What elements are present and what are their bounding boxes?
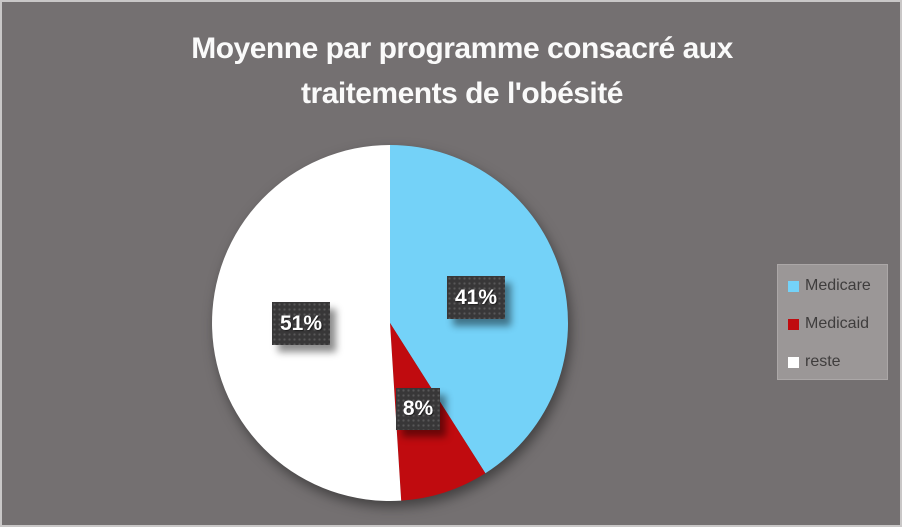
legend-label-medicare: Medicare	[805, 277, 871, 294]
legend-label-reste: reste	[805, 353, 841, 370]
chart-legend[interactable]: Medicare Medicaid reste	[777, 264, 888, 380]
data-label-medicaid[interactable]: 8%	[396, 388, 440, 430]
chart-title-line-2: traitements de l'obésité	[301, 77, 623, 110]
legend-item-medicaid[interactable]: Medicaid	[788, 305, 887, 343]
chart-title: Moyenne par programme consacré aux trait…	[2, 26, 900, 116]
data-label-medicare[interactable]: 41%	[447, 276, 505, 319]
pie-chart[interactable]	[190, 123, 590, 523]
medicaid-swatch-icon	[788, 318, 799, 330]
legend-item-reste[interactable]: reste	[788, 343, 887, 381]
data-label-reste[interactable]: 51%	[272, 302, 330, 345]
legend-label-medicaid: Medicaid	[805, 315, 870, 332]
pie-slices	[212, 145, 569, 501]
legend-item-medicare[interactable]: Medicare	[788, 267, 887, 305]
reste-swatch-icon	[788, 356, 799, 368]
medicare-swatch-icon	[788, 280, 799, 292]
chart-title-line-1: Moyenne par programme consacré aux	[191, 32, 733, 65]
